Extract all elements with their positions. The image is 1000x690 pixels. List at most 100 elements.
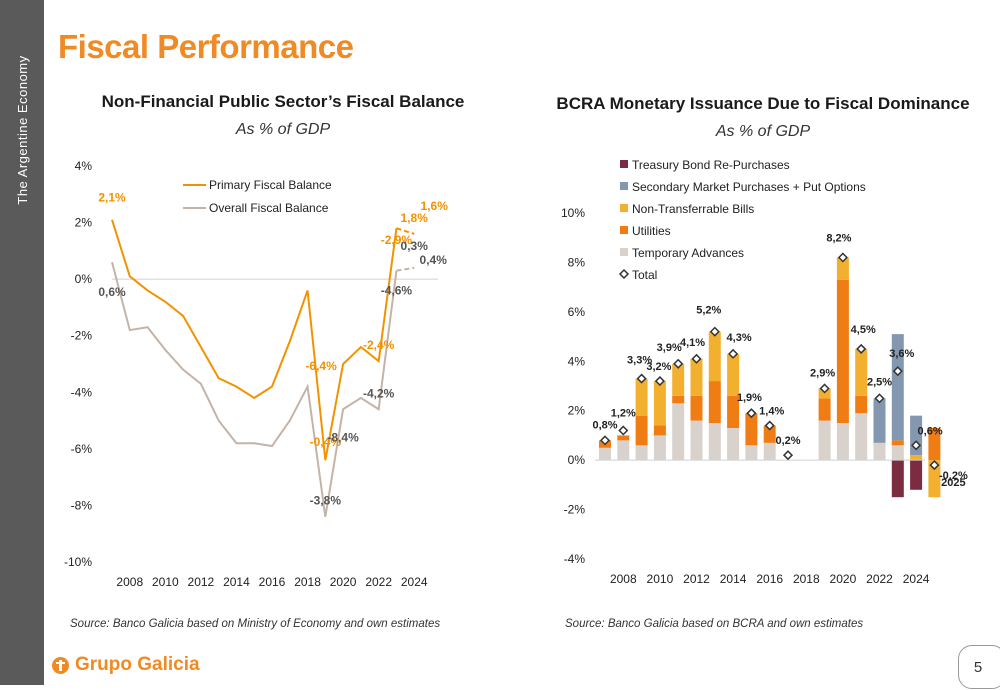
company-logo: Grupo Galicia — [52, 654, 200, 676]
non-transferrable-bills-bar — [635, 378, 648, 416]
y-tick-label: 2% — [568, 404, 586, 418]
utilities-bar — [617, 435, 630, 441]
legend-label: Treasury Bond Re-Purchases — [632, 158, 790, 172]
chart1-title: Non-Financial Public Sector’s Fiscal Bal… — [101, 92, 465, 111]
x-tick-label: 2014 — [720, 572, 747, 586]
total-label: 5,2% — [696, 305, 721, 317]
overall-balance-line-estimate — [396, 266, 415, 272]
total-marker — [874, 393, 885, 404]
total-marker — [911, 440, 922, 451]
y-tick-label: 8% — [568, 255, 586, 269]
primary-balance-line — [111, 219, 398, 461]
legend-swatch — [620, 226, 628, 234]
total-marker — [728, 348, 739, 359]
total-label: 4,5% — [851, 324, 876, 336]
temporary-advances-bar — [653, 435, 666, 461]
legend-label: Primary Fiscal Balance — [209, 178, 332, 192]
legend-label: Utilities — [632, 224, 671, 238]
chart2-source: Source: Banco Galicia based on BCRA and … — [565, 618, 864, 630]
bond-repurchases-bar — [891, 460, 904, 498]
temporary-advances-bar — [836, 423, 849, 461]
temporary-advances-bar — [873, 442, 886, 461]
chart2-title: BCRA Monetary Issuance Due to Fiscal Dom… — [556, 94, 970, 113]
utilities-bar — [635, 415, 648, 446]
total-marker — [819, 383, 830, 394]
data-label: 0,3% — [401, 239, 429, 253]
year-annotation: 2025 — [941, 477, 965, 489]
legend-swatch — [618, 268, 630, 280]
total-marker — [636, 373, 647, 384]
total-label: -0,2% — [939, 470, 968, 482]
total-marker — [929, 460, 940, 471]
data-label: -2,4% — [363, 338, 395, 352]
total-marker — [618, 425, 629, 436]
total-marker — [782, 450, 794, 461]
total-label: 0,6% — [918, 425, 943, 437]
total-label: 2,9% — [810, 367, 835, 379]
data-label: 1,6% — [421, 199, 449, 213]
total-marker — [654, 375, 665, 387]
data-label: 0,6% — [98, 285, 126, 299]
x-tick-label: 2016 — [259, 575, 286, 589]
legend-label: Temporary Advances — [632, 246, 744, 260]
temporary-advances-bar — [818, 420, 831, 461]
non-transferrable-bills-bar — [653, 381, 666, 426]
galicia-logo-icon — [52, 656, 69, 674]
secondary-market-bar — [873, 398, 886, 443]
legend-label: Overall Fiscal Balance — [209, 201, 329, 215]
legend-swatch — [620, 204, 628, 212]
legend-label: Total — [632, 268, 657, 282]
temporary-advances-bar — [891, 445, 904, 461]
non-transferrable-bills-bar — [855, 348, 868, 396]
total-label: 3,3% — [627, 355, 652, 367]
non-transferrable-bills-bar — [672, 363, 685, 396]
data-label: 1,8% — [401, 211, 429, 225]
data-label: -3,8% — [310, 494, 342, 508]
utilities-bar — [745, 413, 758, 446]
y-tick-label: 4% — [568, 354, 586, 368]
y-tick-label: -2% — [564, 503, 586, 517]
x-tick-label: 2018 — [294, 575, 321, 589]
data-label: 2,1% — [98, 191, 126, 205]
total-marker — [691, 353, 702, 364]
total-marker — [892, 366, 903, 377]
y-tick-label: -4% — [564, 552, 586, 566]
total-marker — [599, 435, 611, 446]
non-transferrable-bills-bar — [910, 455, 923, 461]
chart1-source: Source: Banco Galicia based on Ministry … — [70, 618, 441, 630]
bond-repurchases-bar — [910, 460, 923, 490]
y-tick-label: 4% — [75, 159, 93, 173]
chart2-subtitle: As % of GDP — [715, 123, 811, 140]
y-tick-label: -6% — [71, 442, 93, 456]
x-tick-label: 2022 — [365, 575, 392, 589]
x-tick-label: 2020 — [330, 575, 357, 589]
temporary-advances-bar — [690, 420, 703, 461]
legend-label: Secondary Market Purchases + Put Options — [632, 180, 866, 194]
total-label: 0,2% — [775, 435, 800, 447]
legend-swatch — [620, 182, 628, 190]
utilities-bar — [690, 395, 703, 421]
x-tick-label: 2010 — [647, 572, 674, 586]
y-tick-label: -2% — [71, 329, 93, 343]
temporary-advances-bar — [708, 423, 721, 461]
total-label: 3,9% — [657, 342, 682, 354]
utilities-bar — [818, 398, 831, 421]
x-tick-label: 2008 — [116, 575, 143, 589]
data-label: -4,2% — [363, 386, 395, 400]
y-tick-label: 0% — [75, 272, 93, 286]
overall-balance-line — [111, 261, 398, 517]
non-transferrable-bills-bar — [928, 460, 941, 498]
total-marker — [709, 326, 720, 337]
data-label: -4,6% — [381, 284, 413, 298]
y-tick-label: 0% — [568, 453, 586, 467]
utilities-bar — [672, 395, 685, 404]
total-label: 2,5% — [867, 376, 892, 388]
data-label: -0,4% — [310, 435, 342, 449]
total-label: 1,9% — [737, 392, 762, 404]
chart1-subtitle: As % of GDP — [235, 121, 331, 138]
x-tick-label: 2008 — [610, 572, 637, 586]
data-label: -2,9% — [381, 233, 413, 247]
utilities-bar — [708, 381, 721, 424]
total-marker — [837, 252, 848, 263]
